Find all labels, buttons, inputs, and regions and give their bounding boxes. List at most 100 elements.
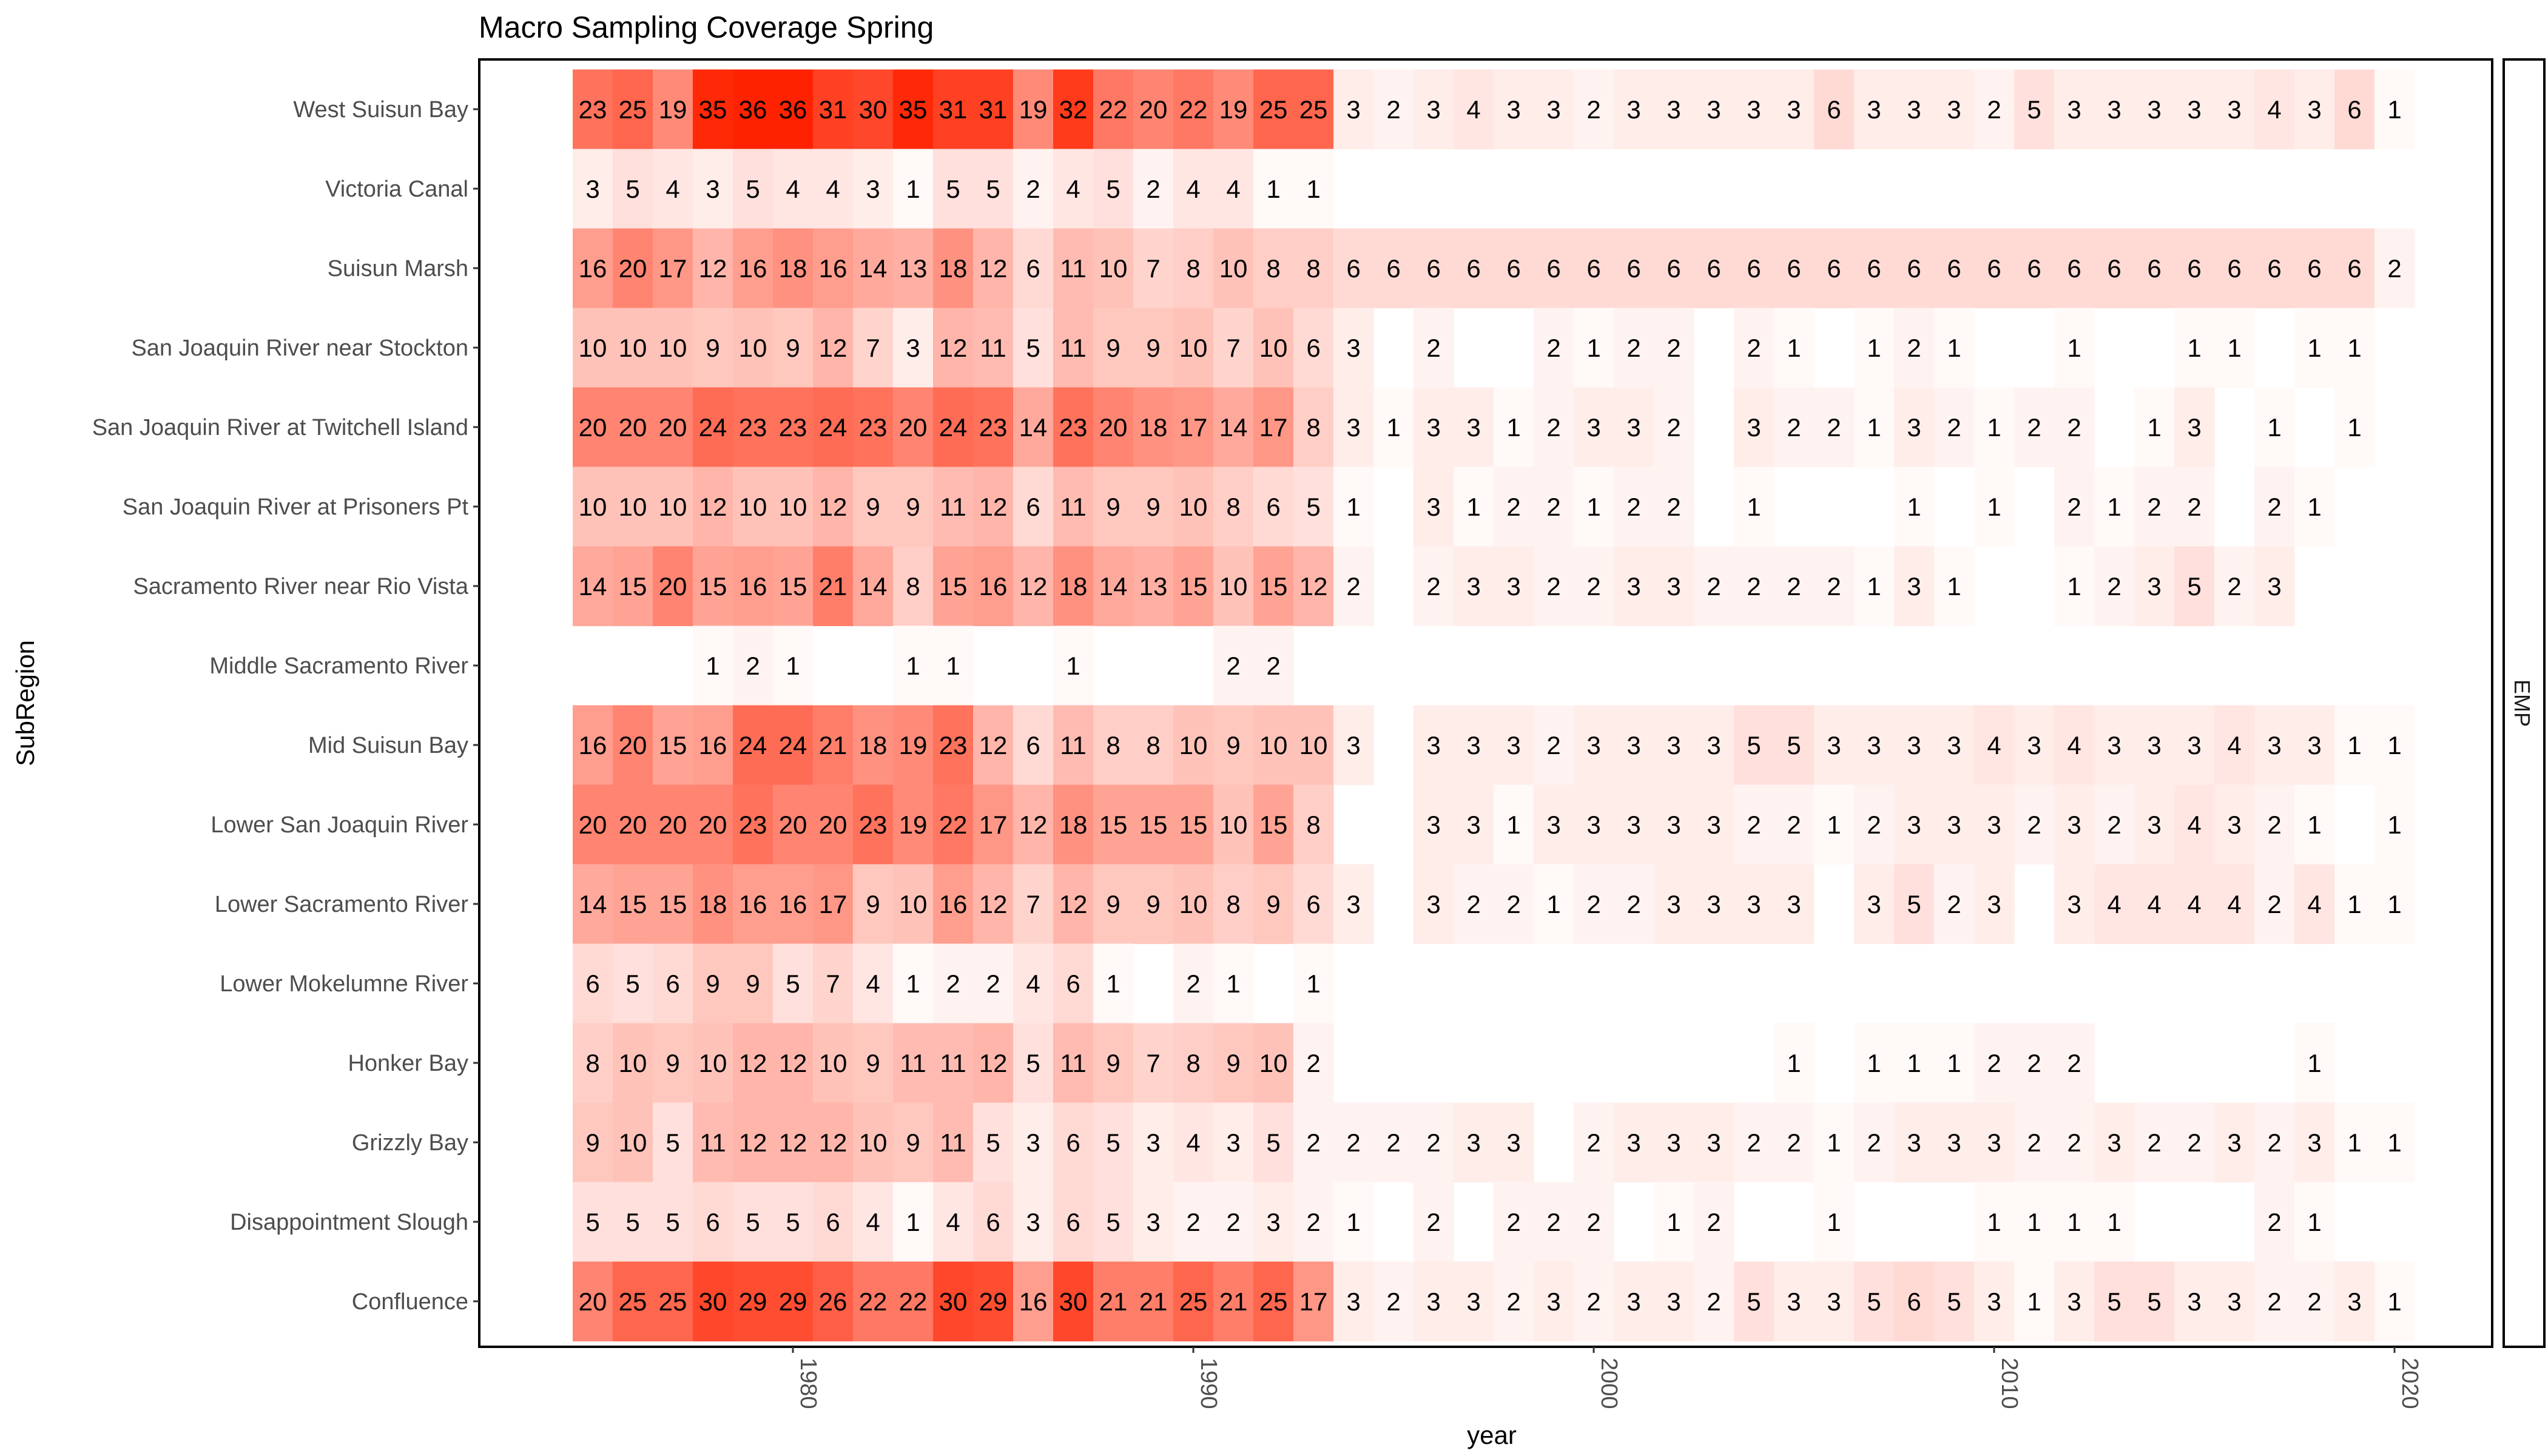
cell-label-suisun-marsh-2004: 6	[1747, 254, 1761, 283]
cell-label-honker-bay-1980: 12	[779, 1049, 807, 1077]
cell-label-lower-san-joaquin-river-2012: 3	[2067, 811, 2081, 839]
cell-label-san-joaquin-river-at-twitchell-island-2008: 3	[1907, 413, 1921, 442]
cell-label-lower-san-joaquin-river-1980: 20	[779, 811, 807, 839]
cell-label-lower-sacramento-river-2009: 2	[1947, 890, 1961, 918]
cell-label-west-suisun-bay-2006: 6	[1827, 95, 1841, 124]
cell-label-grizzly-bay-1979: 12	[739, 1128, 767, 1157]
cell-label-suisun-marsh-1981: 16	[819, 254, 848, 283]
cell-label-suisun-marsh-2020: 2	[2387, 254, 2401, 283]
cell-label-honker-bay-1975: 8	[585, 1049, 599, 1077]
y-axis-title: SubRegion	[11, 640, 39, 766]
x-tick-label-2020: 2020	[2397, 1358, 2422, 1409]
cell-label-west-suisun-bay-2003: 3	[1707, 95, 1721, 124]
cell-label-west-suisun-bay-1977: 19	[659, 95, 687, 124]
cell-label-victoria-canal-1976: 5	[625, 175, 639, 203]
cell-label-west-suisun-bay-1988: 22	[1099, 95, 1128, 124]
cell-label-mid-suisun-bay-1999: 2	[1546, 731, 1560, 760]
cell-label-mid-suisun-bay-1988: 8	[1106, 731, 1120, 760]
y-tick-label-san-joaquin-river-at-twitchell-island: San Joaquin River at Twitchell Island	[92, 415, 468, 440]
cell-label-middle-sacramento-river-1978: 1	[706, 652, 720, 680]
cell-label-mid-suisun-bay-2015: 3	[2187, 731, 2201, 760]
cell-label-sacramento-river-near-rio-vista-2005: 2	[1787, 572, 1801, 601]
cell-label-confluence-2004: 5	[1747, 1287, 1761, 1316]
cell-label-west-suisun-bay-1986: 19	[1019, 95, 1048, 124]
cell-label-lower-san-joaquin-river-1975: 20	[579, 811, 607, 839]
cell-label-mid-suisun-bay-1985: 12	[979, 731, 1008, 760]
cell-label-honker-bay-1981: 10	[819, 1049, 848, 1077]
cell-label-lower-san-joaquin-river-2009: 3	[1947, 811, 1961, 839]
cell-label-lower-san-joaquin-river-1981: 20	[819, 811, 848, 839]
cell-label-san-joaquin-river-at-prisoners-pt-1999: 2	[1546, 493, 1560, 521]
cell-label-san-joaquin-river-at-prisoners-pt-1993: 5	[1306, 493, 1320, 521]
cell-label-sacramento-river-near-rio-vista-1979: 16	[739, 572, 767, 601]
cell-label-san-joaquin-river-at-prisoners-pt-1985: 12	[979, 493, 1008, 521]
cell-label-mid-suisun-bay-2012: 4	[2067, 731, 2081, 760]
cell-label-grizzly-bay-1995: 2	[1386, 1128, 1400, 1157]
chart-title: Macro Sampling Coverage Spring	[479, 10, 934, 44]
cell-label-lower-mokelumne-river-1986: 4	[1026, 969, 1040, 998]
y-tick-label-grizzly-bay: Grizzly Bay	[352, 1130, 468, 1156]
cell-label-west-suisun-bay-1995: 2	[1386, 95, 1400, 124]
cell-label-west-suisun-bay-1998: 3	[1506, 95, 1520, 124]
cell-label-mid-suisun-bay-1980: 24	[779, 731, 807, 760]
cell-label-grizzly-bay-1987: 6	[1066, 1128, 1080, 1157]
cell-label-sacramento-river-near-rio-vista-1978: 15	[699, 572, 727, 601]
cell-label-sacramento-river-near-rio-vista-1983: 8	[906, 572, 920, 601]
cell-label-lower-sacramento-river-2004: 3	[1747, 890, 1761, 918]
cell-label-confluence-1982: 22	[859, 1287, 888, 1316]
cell-label-san-joaquin-river-near-stockton-1992: 10	[1259, 334, 1288, 362]
cell-label-san-joaquin-river-near-stockton-2004: 2	[1747, 334, 1761, 362]
cell-label-grizzly-bay-1990: 4	[1186, 1128, 1200, 1157]
cell-label-confluence-1979: 29	[739, 1287, 767, 1316]
cell-label-san-joaquin-river-at-twitchell-island-1986: 14	[1019, 413, 1048, 442]
cell-label-sacramento-river-near-rio-vista-1984: 15	[939, 572, 968, 601]
cell-label-lower-sacramento-river-1984: 16	[939, 890, 968, 918]
cell-label-lower-mokelumne-river-1987: 6	[1066, 969, 1080, 998]
cell-label-suisun-marsh-1993: 8	[1306, 254, 1320, 283]
cell-label-lower-sacramento-river-1997: 2	[1466, 890, 1480, 918]
cell-label-victoria-canal-1980: 4	[786, 175, 800, 203]
cell-label-grizzly-bay-1996: 2	[1426, 1128, 1440, 1157]
cell-label-confluence-1990: 25	[1179, 1287, 1208, 1316]
cell-label-san-joaquin-river-near-stockton-1981: 12	[819, 334, 848, 362]
cell-label-lower-sacramento-river-1996: 3	[1426, 890, 1440, 918]
cell-label-lower-sacramento-river-2010: 3	[1987, 890, 2001, 918]
cell-label-west-suisun-bay-2001: 3	[1626, 95, 1640, 124]
cell-label-lower-san-joaquin-river-1999: 3	[1546, 811, 1560, 839]
cell-label-disappointment-slough-1990: 2	[1186, 1208, 1200, 1236]
cell-label-west-suisun-bay-2002: 3	[1667, 95, 1680, 124]
y-tick-label-suisun-marsh: Suisun Marsh	[328, 256, 468, 281]
y-tick-label-sacramento-river-near-rio-vista: Sacramento River near Rio Vista	[133, 574, 469, 599]
cell-label-mid-suisun-bay-1989: 8	[1146, 731, 1160, 760]
cell-label-lower-sacramento-river-1998: 2	[1506, 890, 1520, 918]
cell-label-mid-suisun-bay-2018: 3	[2307, 731, 2321, 760]
cell-label-san-joaquin-river-near-stockton-1994: 3	[1346, 334, 1360, 362]
cell-label-confluence-2010: 3	[1987, 1287, 2001, 1316]
cell-label-west-suisun-bay-1975: 23	[579, 95, 607, 124]
cell-label-honker-bay-1979: 12	[739, 1049, 767, 1077]
cell-label-san-joaquin-river-near-stockton-2000: 1	[1586, 334, 1600, 362]
cell-label-san-joaquin-river-near-stockton-1988: 9	[1106, 334, 1120, 362]
cell-label-victoria-canal-1979: 5	[746, 175, 760, 203]
cell-label-sacramento-river-near-rio-vista-1988: 14	[1099, 572, 1128, 601]
x-tick-label-2010: 2010	[1997, 1358, 2022, 1409]
cell-label-sacramento-river-near-rio-vista-1982: 14	[859, 572, 888, 601]
cell-label-grizzly-bay-2006: 1	[1827, 1128, 1841, 1157]
cell-label-sacramento-river-near-rio-vista-1985: 16	[979, 572, 1008, 601]
cell-label-west-suisun-bay-1990: 22	[1179, 95, 1208, 124]
cell-label-san-joaquin-river-at-twitchell-island-2006: 2	[1827, 413, 1841, 442]
cell-label-san-joaquin-river-at-twitchell-island-2015: 3	[2187, 413, 2201, 442]
cell-label-sacramento-river-near-rio-vista-2004: 2	[1747, 572, 1761, 601]
cell-label-sacramento-river-near-rio-vista-2013: 2	[2107, 572, 2121, 601]
cell-label-grizzly-bay-2016: 3	[2227, 1128, 2241, 1157]
cell-label-confluence-2003: 2	[1707, 1287, 1721, 1316]
x-tick-label-1980: 1980	[795, 1358, 821, 1409]
cell-label-san-joaquin-river-at-prisoners-pt-1989: 9	[1146, 493, 1160, 521]
y-tick-label-honker-bay: Honker Bay	[348, 1051, 468, 1076]
cell-label-confluence-2016: 3	[2227, 1287, 2241, 1316]
cell-label-lower-san-joaquin-river-2008: 3	[1907, 811, 1921, 839]
cell-label-lower-sacramento-river-1991: 8	[1226, 890, 1240, 918]
cell-label-lower-sacramento-river-1994: 3	[1346, 890, 1360, 918]
cell-label-honker-bay-1977: 9	[666, 1049, 679, 1077]
